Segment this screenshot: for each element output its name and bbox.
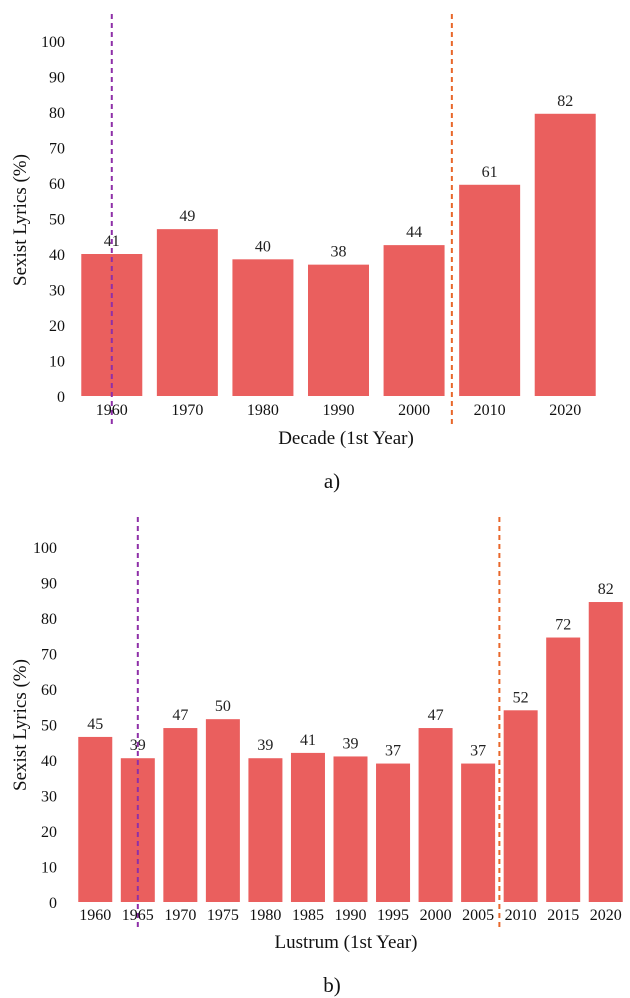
- y-tick-label: 40: [41, 753, 57, 770]
- y-tick-label: 30: [49, 283, 65, 300]
- bar-1975: [205, 719, 240, 902]
- bar-1970: [156, 229, 218, 396]
- data-label-2000: 44: [406, 224, 422, 241]
- y-axis-label-b: Sexist Lyrics (%): [10, 659, 31, 791]
- x-ticks-a: 1960 1970 1980 1990 2000 2010 2020: [96, 402, 581, 419]
- y-tick-label: 90: [49, 70, 65, 87]
- y-ticks-b: 0 10 20 30 40 50 60 70 80 90 100: [33, 540, 57, 912]
- data-labels-a: 41494038446182: [104, 93, 573, 261]
- data-label-1995: 37: [385, 743, 401, 760]
- bars-b: [78, 602, 623, 902]
- y-tick-label: 90: [41, 576, 57, 593]
- x-tick-label-1965: 1965: [122, 907, 154, 924]
- data-label-2020: 82: [598, 581, 614, 598]
- bar-2000: [418, 728, 453, 902]
- y-tick-label: 60: [41, 682, 57, 699]
- x-tick-label-2005: 2005: [462, 907, 494, 924]
- panel-caption-a: a): [324, 469, 340, 493]
- y-ticks-a: 0 10 20 30 40 50 60 70 80 90 100: [41, 34, 65, 406]
- x-tick-label-1980: 1980: [249, 907, 281, 924]
- x-tick-label-2020: 2020: [590, 907, 622, 924]
- y-tick-label: 0: [57, 389, 65, 406]
- bars-a: [81, 113, 596, 397]
- x-tick-label-1960: 1960: [96, 402, 128, 419]
- y-tick-label: 10: [49, 354, 65, 371]
- x-tick-label-1985: 1985: [292, 907, 324, 924]
- x-tick-label-2010: 2010: [474, 402, 506, 419]
- y-tick-label: 30: [41, 789, 57, 806]
- bar-2000: [383, 245, 445, 396]
- x-tick-label-1970: 1970: [164, 907, 196, 924]
- data-label-1975: 50: [215, 698, 231, 715]
- bar-2010: [459, 184, 521, 396]
- y-tick-label: 100: [33, 540, 57, 557]
- x-tick-label-2000: 2000: [398, 402, 430, 419]
- y-tick-label: 0: [49, 895, 57, 912]
- data-label-1970: 49: [179, 208, 195, 225]
- data-label-1985: 41: [300, 732, 316, 749]
- y-tick-label: 20: [49, 318, 65, 335]
- data-label-2010: 52: [513, 689, 529, 706]
- data-label-1980: 40: [255, 238, 271, 255]
- x-axis-label-b: Lustrum (1st Year): [274, 932, 417, 953]
- y-tick-label: 60: [49, 176, 65, 193]
- data-label-2005: 37: [470, 743, 486, 760]
- bar-1980: [232, 259, 294, 396]
- y-tick-label: 50: [41, 718, 57, 735]
- x-tick-label-1960: 1960: [79, 907, 111, 924]
- data-label-1990: 38: [331, 244, 347, 261]
- y-tick-label: 70: [49, 141, 65, 158]
- data-label-1980: 39: [257, 737, 273, 754]
- x-tick-label-1970: 1970: [171, 402, 203, 419]
- bar-1990: [333, 756, 368, 902]
- x-tick-label-1975: 1975: [207, 907, 239, 924]
- reference-lines-a: [110, 14, 453, 425]
- bar-1995: [376, 763, 411, 902]
- data-label-1990: 39: [343, 735, 359, 752]
- bar-1970: [163, 728, 198, 902]
- x-tick-label-2010: 2010: [505, 907, 537, 924]
- bar-1990: [308, 264, 369, 396]
- chart-panel-b: 45394750394139374737527282 0102030405060…: [10, 517, 623, 997]
- reference-lines-b: [136, 517, 501, 928]
- x-ticks-b: 1960 1965 1970 1975 1980 1985 1990 1995 2000 2005…: [79, 907, 621, 924]
- bar-2020: [588, 602, 623, 902]
- y-tick-label: 80: [41, 611, 57, 628]
- bar-1985: [290, 752, 325, 902]
- y-tick-label: 40: [49, 247, 65, 264]
- x-tick-label-1995: 1995: [377, 907, 409, 924]
- y-tick-label: 20: [41, 824, 57, 841]
- y-tick-label: 10: [41, 860, 57, 877]
- x-axis-label-a: Decade (1st Year): [278, 428, 414, 449]
- bar-1960: [78, 736, 113, 902]
- bar-2015: [546, 637, 581, 902]
- bar-2010: [503, 710, 538, 902]
- y-tick-label: 70: [41, 647, 57, 664]
- data-label-2010: 61: [482, 164, 498, 181]
- x-tick-label-1990: 1990: [335, 907, 367, 924]
- data-label-1960: 45: [87, 716, 103, 733]
- x-tick-label-1990: 1990: [323, 402, 355, 419]
- y-tick-label: 80: [49, 105, 65, 122]
- data-label-1970: 47: [172, 707, 188, 724]
- data-label-2015: 72: [555, 617, 571, 634]
- data-labels-b: 45394750394139374737527282: [87, 581, 613, 760]
- x-tick-label-2000: 2000: [420, 907, 452, 924]
- panel-caption-b: b): [323, 973, 341, 997]
- x-tick-label-2015: 2015: [547, 907, 579, 924]
- y-tick-label: 50: [49, 212, 65, 229]
- x-tick-label-2020: 2020: [549, 402, 581, 419]
- data-label-2000: 47: [428, 707, 444, 724]
- y-axis-label-a: Sexist Lyrics (%): [10, 154, 31, 286]
- y-tick-label: 100: [41, 34, 65, 51]
- bar-2020: [534, 113, 596, 397]
- x-tick-label-1980: 1980: [247, 402, 279, 419]
- bar-1980: [248, 758, 283, 902]
- bar-2005: [461, 763, 496, 902]
- data-label-2020: 82: [557, 93, 573, 110]
